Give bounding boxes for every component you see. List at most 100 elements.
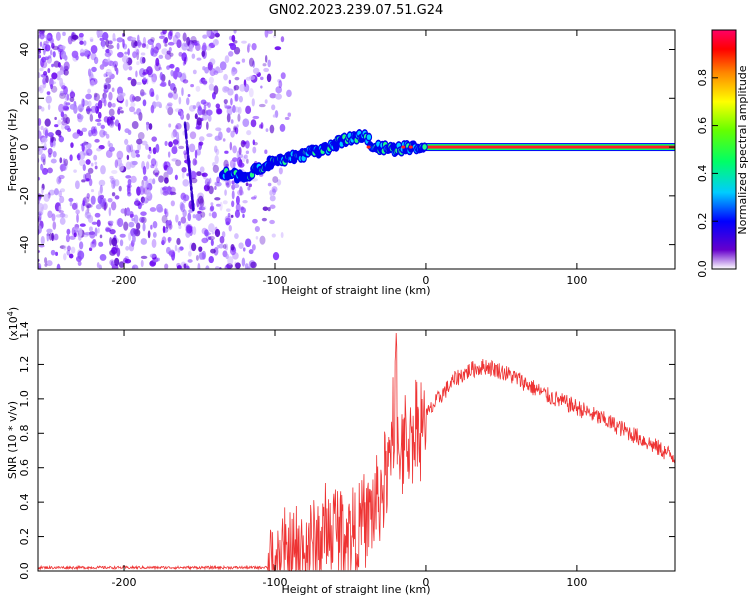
noise-point <box>58 205 62 212</box>
noise-point <box>105 39 110 47</box>
noise-point <box>59 45 66 50</box>
noise-point <box>55 251 59 256</box>
noise-point <box>73 169 77 173</box>
noise-point <box>230 97 233 106</box>
noise-point <box>226 106 233 116</box>
noise-point <box>147 154 151 160</box>
noise-point <box>252 139 256 146</box>
noise-point <box>264 30 269 38</box>
ridge-peak <box>366 145 371 149</box>
noise-point <box>264 99 268 104</box>
colorbar: 0.0 0.2 0.4 0.6 0.8 Normalized spectral ampl… <box>696 29 749 278</box>
bottom-y-tick-label: 0.2 <box>18 528 31 546</box>
noise-point <box>230 119 234 124</box>
noise-point <box>111 192 116 197</box>
noise-point <box>137 39 142 48</box>
noise-point <box>107 197 113 203</box>
noise-point <box>30 133 36 139</box>
noise-point <box>269 190 273 196</box>
noise-point <box>180 113 184 120</box>
noise-point <box>81 179 86 183</box>
noise-point <box>63 245 67 251</box>
noise-point <box>224 264 231 269</box>
noise-point <box>238 95 243 103</box>
noise-point <box>127 145 132 154</box>
noise-point <box>83 140 87 147</box>
noise-point <box>170 190 173 196</box>
noise-point <box>151 49 158 57</box>
noise-point <box>162 38 167 44</box>
noise-point <box>126 211 134 215</box>
noise-point <box>191 53 196 59</box>
noise-point <box>41 156 45 161</box>
noise-point <box>58 190 62 198</box>
noise-point <box>186 36 191 46</box>
noise-point <box>229 141 233 151</box>
noise-point <box>164 43 168 47</box>
noise-point <box>250 196 257 200</box>
noise-point <box>178 51 183 57</box>
noise-point <box>89 79 95 87</box>
noise-point <box>128 243 135 252</box>
noise-point <box>216 176 221 184</box>
noise-point <box>76 213 79 223</box>
noise-point <box>111 179 116 190</box>
noise-point <box>42 203 48 211</box>
noise-point <box>79 241 84 250</box>
noise-point <box>145 161 150 170</box>
noise-point <box>108 91 113 101</box>
noise-point <box>192 214 196 219</box>
noise-point <box>190 83 194 88</box>
noise-point <box>168 250 174 256</box>
noise-point <box>90 188 95 193</box>
noise-point <box>44 129 49 139</box>
noise-point <box>68 253 74 259</box>
noise-point <box>248 249 254 255</box>
noise-point <box>222 86 229 93</box>
streak-point <box>188 174 192 180</box>
noise-point <box>162 225 166 234</box>
noise-point <box>110 201 117 211</box>
noise-point <box>54 116 57 121</box>
noise-point <box>45 95 52 104</box>
noise-point <box>238 147 242 155</box>
streak-point <box>184 131 188 137</box>
noise-point <box>66 93 70 101</box>
noise-point <box>216 68 224 74</box>
noise-point <box>242 247 246 252</box>
noise-point <box>170 200 175 207</box>
noise-point <box>52 150 57 158</box>
noise-point <box>234 233 239 239</box>
snr-frame <box>37 329 676 572</box>
noise-point <box>161 236 167 245</box>
noise-point <box>172 129 178 138</box>
noise-point <box>46 260 53 267</box>
noise-point <box>223 99 228 104</box>
noise-point <box>31 116 35 122</box>
noise-point <box>186 97 190 106</box>
noise-point <box>104 58 111 63</box>
noise-point <box>125 161 132 170</box>
noise-point <box>139 89 145 97</box>
noise-point <box>172 139 179 145</box>
bottom-x-tick-label: -200 <box>112 576 137 589</box>
noise-point <box>78 151 86 160</box>
noise-point <box>86 204 93 208</box>
noise-point <box>252 67 260 75</box>
noise-point <box>139 56 145 65</box>
noise-point <box>69 103 77 110</box>
noise-point <box>133 214 139 224</box>
noise-point <box>241 40 247 44</box>
noise-point <box>77 260 82 266</box>
noise-point <box>60 123 65 130</box>
noise-point <box>108 108 115 117</box>
noise-point <box>99 234 103 239</box>
top-x-tick-label: 0 <box>422 274 429 287</box>
noise-point <box>105 226 111 233</box>
noise-point <box>46 228 53 234</box>
noise-point <box>198 206 206 211</box>
snr-panel: -200 -100 0 100 0.0 0.2 0.4 0.6 0.8 1.0 1.2 1.4 He… <box>6 307 676 596</box>
noise-point <box>180 203 186 213</box>
noise-point <box>205 109 213 116</box>
noise-point <box>203 105 207 111</box>
